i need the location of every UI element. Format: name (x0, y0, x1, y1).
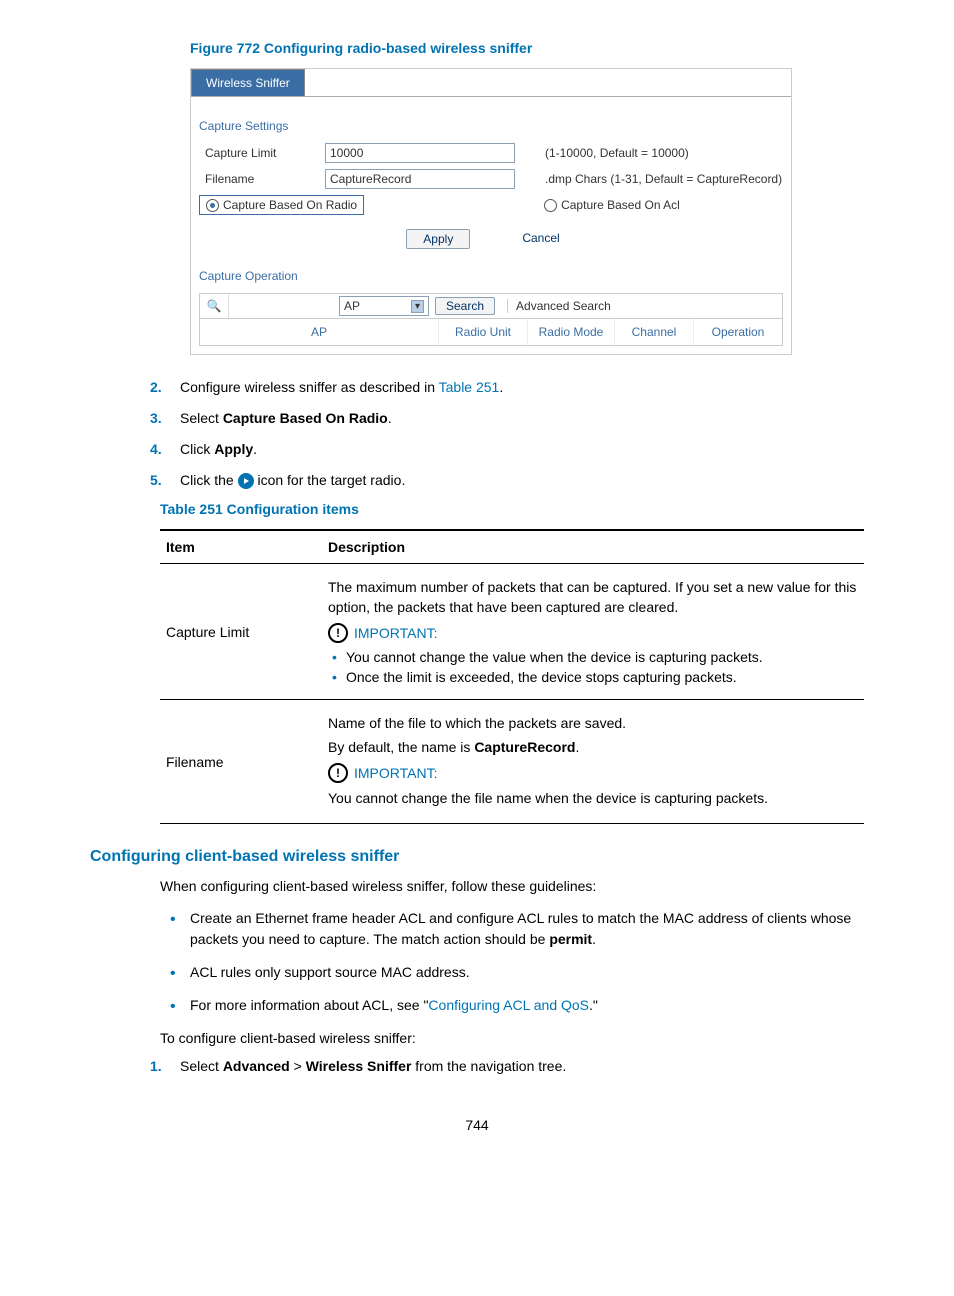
list-item: ACL rules only support source MAC addres… (190, 962, 864, 983)
step-3: 3. Select Capture Based On Radio. (150, 408, 864, 429)
radio-selected-icon (206, 199, 219, 212)
step-bold: Apply (214, 441, 253, 457)
text-bold: permit (549, 931, 592, 947)
capture-limit-hint: (1-10000, Default = 10000) (545, 146, 689, 160)
steps-list: 2. Configure wireless sniffer as describ… (150, 377, 864, 491)
list-item: Create an Ethernet frame header ACL and … (190, 908, 864, 950)
desc-text: . (575, 739, 579, 755)
text: Create an Ethernet frame header ACL and … (190, 910, 851, 947)
cell-item: Filename (160, 700, 322, 824)
step-bold: Wireless Sniffer (306, 1058, 412, 1074)
cell-description: The maximum number of packets that can b… (322, 564, 864, 700)
list-item: For more information about ACL, see "Con… (190, 995, 864, 1016)
col-radio-unit: Radio Unit (438, 319, 527, 345)
desc-text: You cannot change the file name when the… (328, 789, 858, 809)
results-table-header: AP Radio Unit Radio Mode Channel Operati… (199, 319, 783, 346)
filename-label: Filename (199, 172, 325, 186)
page-number: 744 (90, 1117, 864, 1133)
bullet-item: You cannot change the value when the dev… (346, 649, 858, 665)
step-bold: Capture Based On Radio (223, 410, 388, 426)
config-table: Item Description Capture Limit The maxim… (160, 529, 864, 824)
capture-settings-label: Capture Settings (199, 119, 783, 133)
desc-bold: CaptureRecord (474, 739, 575, 755)
cell-description: Name of the file to which the packets ar… (322, 700, 864, 824)
text: . (592, 931, 596, 947)
step-num: 1. (150, 1056, 180, 1077)
step-text: > (290, 1058, 306, 1074)
important-label: IMPORTANT: (354, 765, 438, 781)
table-link[interactable]: Table 251 (439, 379, 500, 395)
bullet-item: Once the limit is exceeded, the device s… (346, 669, 858, 685)
step-5: 5. Click the icon for the target radio. (150, 470, 864, 491)
desc-text: Name of the file to which the packets ar… (328, 714, 858, 734)
step-num: 2. (150, 377, 180, 398)
col-operation: Operation (693, 319, 782, 345)
filename-input[interactable]: CaptureRecord (325, 169, 515, 189)
play-icon (238, 473, 254, 489)
step-text: Click (180, 441, 214, 457)
step-2: 2. Configure wireless sniffer as describ… (150, 377, 864, 398)
desc-text: The maximum number of packets that can b… (328, 578, 858, 617)
capture-limit-label: Capture Limit (199, 146, 325, 160)
step-text: Configure wireless sniffer as described … (180, 379, 439, 395)
screenshot-panel: Wireless Sniffer Capture Settings Captur… (190, 68, 792, 355)
step-text: Select (180, 1058, 223, 1074)
capture-operation-label: Capture Operation (199, 269, 783, 283)
text: ." (589, 997, 598, 1013)
step-text: Select (180, 410, 223, 426)
figure-title: Figure 772 Configuring radio-based wirel… (190, 40, 864, 56)
apply-button[interactable]: Apply (406, 229, 470, 249)
capture-acl-option[interactable]: Capture Based On Acl (544, 195, 680, 215)
step-text: icon for the target radio. (257, 472, 405, 488)
th-item: Item (160, 530, 322, 564)
table-row: Capture Limit The maximum number of pack… (160, 564, 864, 700)
step-text: . (388, 410, 392, 426)
table-row: Filename Name of the file to which the p… (160, 700, 864, 824)
search-row: 🔍 AP ▾ Search Advanced Search (199, 293, 783, 319)
guidelines-list: Create an Ethernet frame header ACL and … (190, 908, 864, 1016)
table-title: Table 251 Configuration items (160, 501, 864, 517)
acl-label: Capture Based On Acl (561, 198, 680, 212)
cell-item: Capture Limit (160, 564, 322, 700)
capture-limit-input[interactable]: 10000 (325, 143, 515, 163)
important-icon: ! (328, 623, 348, 643)
col-ap: AP (200, 319, 438, 345)
radio-label: Capture Based On Radio (223, 198, 357, 212)
text: For more information about ACL, see " (190, 997, 428, 1013)
important-icon: ! (328, 763, 348, 783)
capture-radio-option[interactable]: Capture Based On Radio (199, 195, 364, 215)
step-1: 1. Select Advanced > Wireless Sniffer fr… (150, 1056, 864, 1077)
desc-text: By default, the name is (328, 739, 474, 755)
step-num: 5. (150, 470, 180, 491)
step-text: Click the (180, 472, 238, 488)
step-text: from the navigation tree. (411, 1058, 566, 1074)
cancel-button[interactable]: Cancel (506, 229, 575, 249)
wireless-sniffer-tab[interactable]: Wireless Sniffer (191, 69, 305, 96)
search-button[interactable]: Search (435, 297, 495, 315)
step-text: . (499, 379, 503, 395)
search-icon: 🔍 (200, 294, 229, 318)
search-select[interactable]: AP ▾ (339, 296, 429, 316)
section-heading: Configuring client-based wireless sniffe… (90, 848, 864, 866)
step-text: . (253, 441, 257, 457)
step-bold: Advanced (223, 1058, 290, 1074)
guide-intro: When configuring client-based wireless s… (160, 878, 864, 894)
tab-bar: Wireless Sniffer (191, 69, 791, 97)
col-channel: Channel (614, 319, 693, 345)
step-num: 4. (150, 439, 180, 460)
filename-hint: .dmp Chars (1-31, Default = CaptureRecor… (545, 172, 782, 186)
col-radio-mode: Radio Mode (527, 319, 614, 345)
steps-list-2: 1. Select Advanced > Wireless Sniffer fr… (150, 1056, 864, 1077)
advanced-search-link[interactable]: Advanced Search (507, 299, 611, 313)
step-num: 3. (150, 408, 180, 429)
th-description: Description (322, 530, 864, 564)
config-intro: To configure client-based wireless sniff… (160, 1030, 864, 1046)
acl-link[interactable]: Configuring ACL and QoS (428, 997, 589, 1013)
radio-unselected-icon (544, 199, 557, 212)
search-select-value: AP (344, 299, 360, 313)
step-4: 4. Click Apply. (150, 439, 864, 460)
chevron-down-icon: ▾ (411, 300, 424, 313)
important-label: IMPORTANT: (354, 625, 438, 641)
